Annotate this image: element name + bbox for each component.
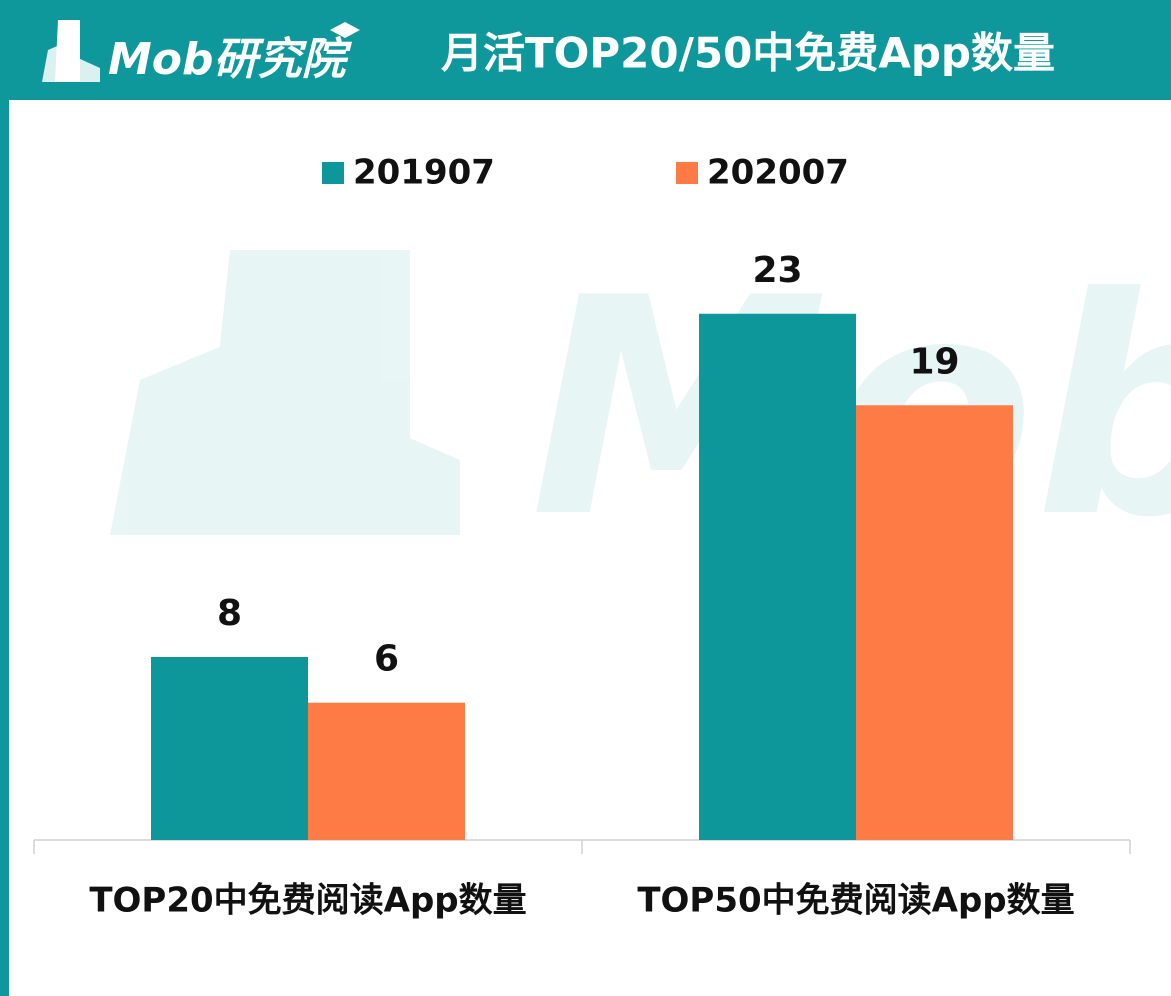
bar [856, 405, 1013, 840]
data-label: 23 [752, 250, 802, 291]
bar [699, 313, 856, 840]
legend-label: 202007 [707, 153, 849, 193]
data-label: 19 [909, 341, 959, 382]
logo-text: Mob研究院 [108, 34, 353, 85]
legend-swatch [676, 162, 698, 184]
logo-icon [42, 20, 360, 82]
bar [151, 656, 308, 840]
data-label: 8 [217, 593, 242, 634]
chart-title: 月活TOP20/50中免费App数量 [441, 29, 1055, 78]
bar [308, 702, 465, 840]
left-border [0, 100, 9, 996]
x-tick-label: TOP20中免费阅读App数量 [89, 881, 526, 921]
legend-label: 201907 [353, 153, 495, 193]
legend-swatch [322, 162, 344, 184]
data-label: 6 [374, 639, 399, 680]
x-tick-label: TOP50中免费阅读App数量 [637, 881, 1074, 921]
header-band [0, 0, 1171, 100]
